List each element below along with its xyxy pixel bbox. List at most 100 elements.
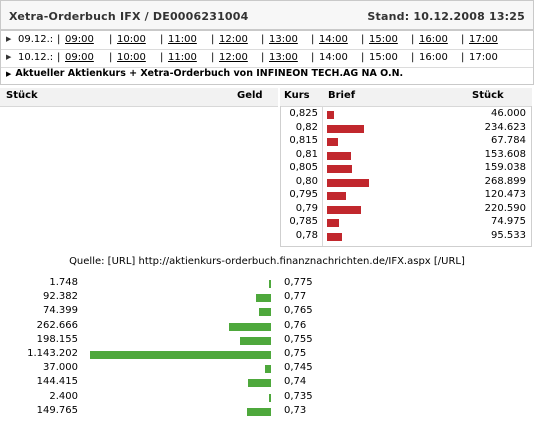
time-link-1300[interactable]: 13:00 (269, 34, 298, 45)
ask-quantity: 268.899 (484, 175, 526, 187)
separator: | (211, 34, 215, 45)
separator: | (160, 34, 164, 45)
time-link-1600: 16:00 (419, 52, 448, 63)
column-header-kurs: Kurs (284, 90, 310, 101)
column-header-brief: Brief (328, 90, 356, 101)
bid-quantity: 37.000 (43, 362, 78, 374)
ask-volume-bar (327, 165, 352, 173)
time-link-1400[interactable]: 14:00 (319, 34, 348, 45)
time-link-1200[interactable]: 12:00 (219, 34, 248, 45)
time-link-1200[interactable]: 12:00 (219, 52, 248, 63)
time-link-1300[interactable]: 13:00 (269, 52, 298, 63)
bid-price: 0,745 (284, 362, 313, 374)
time-link-1000[interactable]: 10:00 (117, 52, 146, 63)
separator: | (311, 52, 315, 63)
ask-price: 0,82 (295, 121, 318, 133)
timestamp: Stand: 10.12.2008 13:25 (367, 10, 525, 23)
ask-price: 0,80 (295, 175, 318, 187)
bid-quantity: 144.415 (36, 376, 78, 388)
bid-volume-bar (265, 365, 271, 374)
bid-quantity: 1.748 (49, 277, 78, 288)
triangle-right-icon: ▶ (6, 53, 12, 61)
time-link-0900[interactable]: 09:00 (65, 52, 94, 63)
bid-price: 0,74 (284, 376, 307, 388)
bid-price: 0,735 (284, 390, 313, 402)
ask-price: 0,825 (289, 108, 318, 119)
bid-volume-bar (269, 280, 271, 288)
bid-quantity: 92.382 (43, 291, 78, 303)
separator: | (411, 34, 415, 45)
ask-volume-bar (327, 219, 339, 227)
time-link-0900[interactable]: 09:00 (65, 34, 94, 45)
separator: | (211, 52, 215, 63)
separator: | (109, 34, 113, 45)
separator: | (261, 52, 265, 63)
bid-price: 0,765 (284, 305, 313, 317)
ask-quantity: 220.590 (484, 202, 526, 214)
ask-volume-bar (327, 111, 334, 119)
separator: | (109, 52, 113, 63)
page-title: Xetra-Orderbuch IFX / DE0006231004 (9, 10, 249, 23)
time-link-1700[interactable]: 17:00 (469, 34, 498, 45)
separator: | (461, 52, 465, 63)
ask-quantity: 74.975 (491, 216, 526, 227)
ask-volume-bar (327, 138, 338, 146)
triangle-right-icon: ▶ (6, 70, 12, 78)
time-link-1500[interactable]: 15:00 (369, 34, 398, 45)
current-quote-label: Aktueller Aktienkurs + Xetra-Orderbuch v… (15, 68, 404, 79)
time-link-1600[interactable]: 16:00 (419, 34, 448, 45)
ask-table (280, 106, 532, 247)
bid-price: 0,73 (284, 404, 307, 416)
day-row: ▶ 09.12.: 09:00 | 10:00 | 11:00 | 12:00 | 13:00 |… (1, 32, 533, 48)
separator: | (361, 52, 365, 63)
separator: | (411, 52, 415, 63)
ask-volume-bar (327, 205, 361, 214)
bid-volume-bar (229, 322, 271, 331)
bid-quantity: 149.765 (36, 404, 78, 416)
day-label: 09.12.: (18, 34, 54, 45)
separator: | (57, 52, 61, 63)
source-note: Quelle: [URL] http://aktienkurs-orderbuc… (69, 256, 465, 267)
divider (1, 67, 533, 68)
ask-quantity: 67.784 (491, 135, 526, 146)
ask-volume-bar (327, 124, 364, 133)
bid-quantity: 262.666 (36, 319, 78, 331)
ask-quantity: 95.533 (491, 229, 526, 241)
ask-volume-bar (327, 151, 351, 160)
column-divider (322, 106, 323, 246)
title-bar: Xetra-Orderbuch IFX / DE0006231004 Stand… (0, 0, 534, 30)
bid-volume-bar (259, 308, 271, 317)
ask-quantity: 234.623 (484, 121, 526, 133)
divider (1, 49, 533, 50)
current-quote-link[interactable]: ▶ Aktueller Aktienkurs + Xetra-Orderbuch … (6, 68, 403, 79)
ask-price: 0,785 (289, 216, 318, 227)
ask-volume-bar (327, 192, 346, 200)
time-link-1100[interactable]: 11:00 (168, 52, 197, 63)
time-link-1500: 15:00 (369, 52, 398, 63)
column-header-stueck-left: Stück (6, 90, 38, 101)
ask-quantity: 159.038 (484, 162, 526, 173)
ask-quantity: 120.473 (484, 189, 526, 200)
column-header-stueck-right: Stück (472, 90, 504, 101)
separator: | (311, 34, 315, 45)
ask-quantity: 153.608 (484, 148, 526, 160)
day-label: 10.12.: (18, 52, 54, 63)
ask-price: 0,81 (295, 148, 318, 160)
separator: | (261, 34, 265, 45)
separator: | (461, 34, 465, 45)
bid-quantity: 74.399 (43, 305, 78, 317)
triangle-right-icon: ▶ (6, 35, 12, 43)
time-link-1400: 14:00 (319, 52, 348, 63)
bid-price: 0,75 (284, 348, 307, 359)
ask-price: 0,78 (295, 229, 318, 241)
bid-price: 0,77 (284, 291, 307, 303)
bid-quantity: 198.155 (36, 333, 78, 345)
bid-price: 0,775 (284, 277, 313, 288)
bid-quantity: 1.143.202 (27, 348, 78, 359)
time-link-1100[interactable]: 11:00 (168, 34, 197, 45)
separator: | (160, 52, 164, 63)
ask-header: Kurs Brief Stück (280, 88, 532, 107)
bid-volume-bar (269, 393, 271, 402)
ask-quantity: 46.000 (491, 108, 526, 119)
time-link-1000[interactable]: 10:00 (117, 34, 146, 45)
